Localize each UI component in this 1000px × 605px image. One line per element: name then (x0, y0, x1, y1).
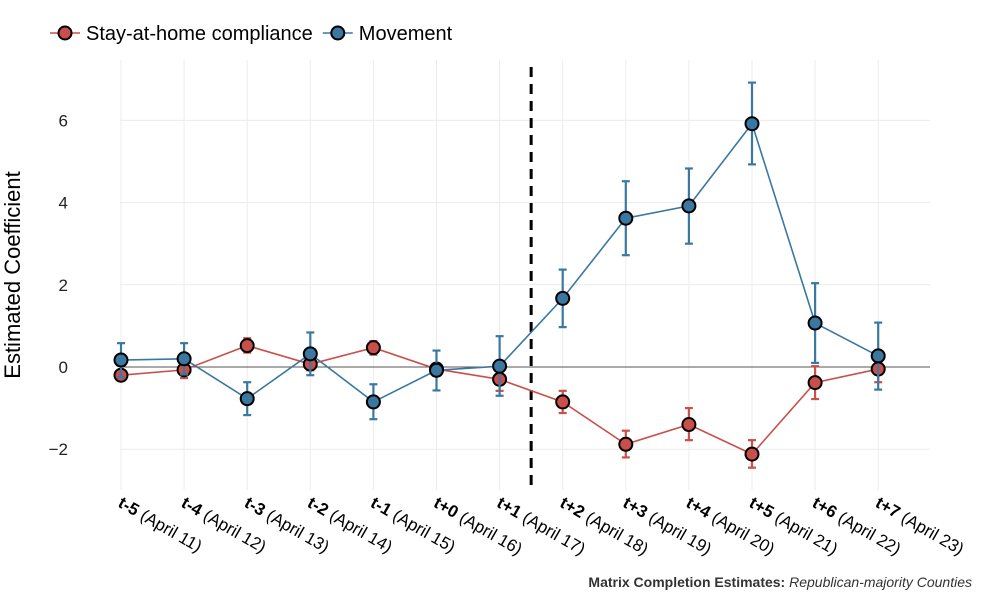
x-axis-ticks: t-5 (April 11)t-4 (April 12)t-3 (April 1… (115, 493, 967, 559)
legend-item: Stay-at-home compliance (50, 23, 313, 45)
data-point (302, 346, 318, 362)
chart-caption: Matrix Completion Estimates: Republican-… (588, 574, 972, 590)
grid-lines (120, 60, 930, 490)
data-point (492, 358, 508, 374)
legend-item: Movement (322, 23, 453, 45)
data-point (113, 352, 129, 368)
data-point (681, 417, 697, 433)
y-axis-ticks: −2 0 2 4 6 (49, 111, 68, 459)
data-point (239, 391, 255, 407)
y-tick-label: 0 (59, 358, 68, 377)
series-movement (113, 81, 886, 421)
data-point (365, 340, 381, 356)
data-point (618, 210, 634, 226)
data-point (807, 375, 823, 391)
data-point (618, 436, 634, 452)
legend-label: Movement (359, 23, 453, 45)
legend-label: Stay-at-home compliance (86, 23, 313, 45)
data-point (744, 116, 760, 132)
data-point (239, 338, 255, 354)
x-tick-date: (April 23) (894, 506, 967, 559)
y-tick-label: 4 (59, 194, 68, 213)
data-point (870, 348, 886, 364)
data-point (555, 394, 571, 410)
y-tick-label: 2 (59, 276, 68, 295)
y-tick-label: 6 (59, 111, 68, 130)
data-point (176, 351, 192, 367)
legend: Stay-at-home compliance Movement (50, 23, 453, 45)
caption-subset: Republican-majority Counties (789, 574, 972, 590)
data-point (365, 394, 381, 410)
caption-method: Matrix Completion Estimates: (588, 574, 786, 590)
data-point (555, 290, 571, 306)
data-point (744, 446, 760, 462)
data-point (429, 362, 444, 378)
legend-marker (330, 25, 346, 41)
legend-marker (57, 25, 73, 41)
data-point (807, 315, 823, 331)
y-axis-label: Estimated Coefficient (0, 171, 25, 378)
y-tick-label: −2 (49, 440, 68, 459)
data-point (681, 198, 697, 214)
